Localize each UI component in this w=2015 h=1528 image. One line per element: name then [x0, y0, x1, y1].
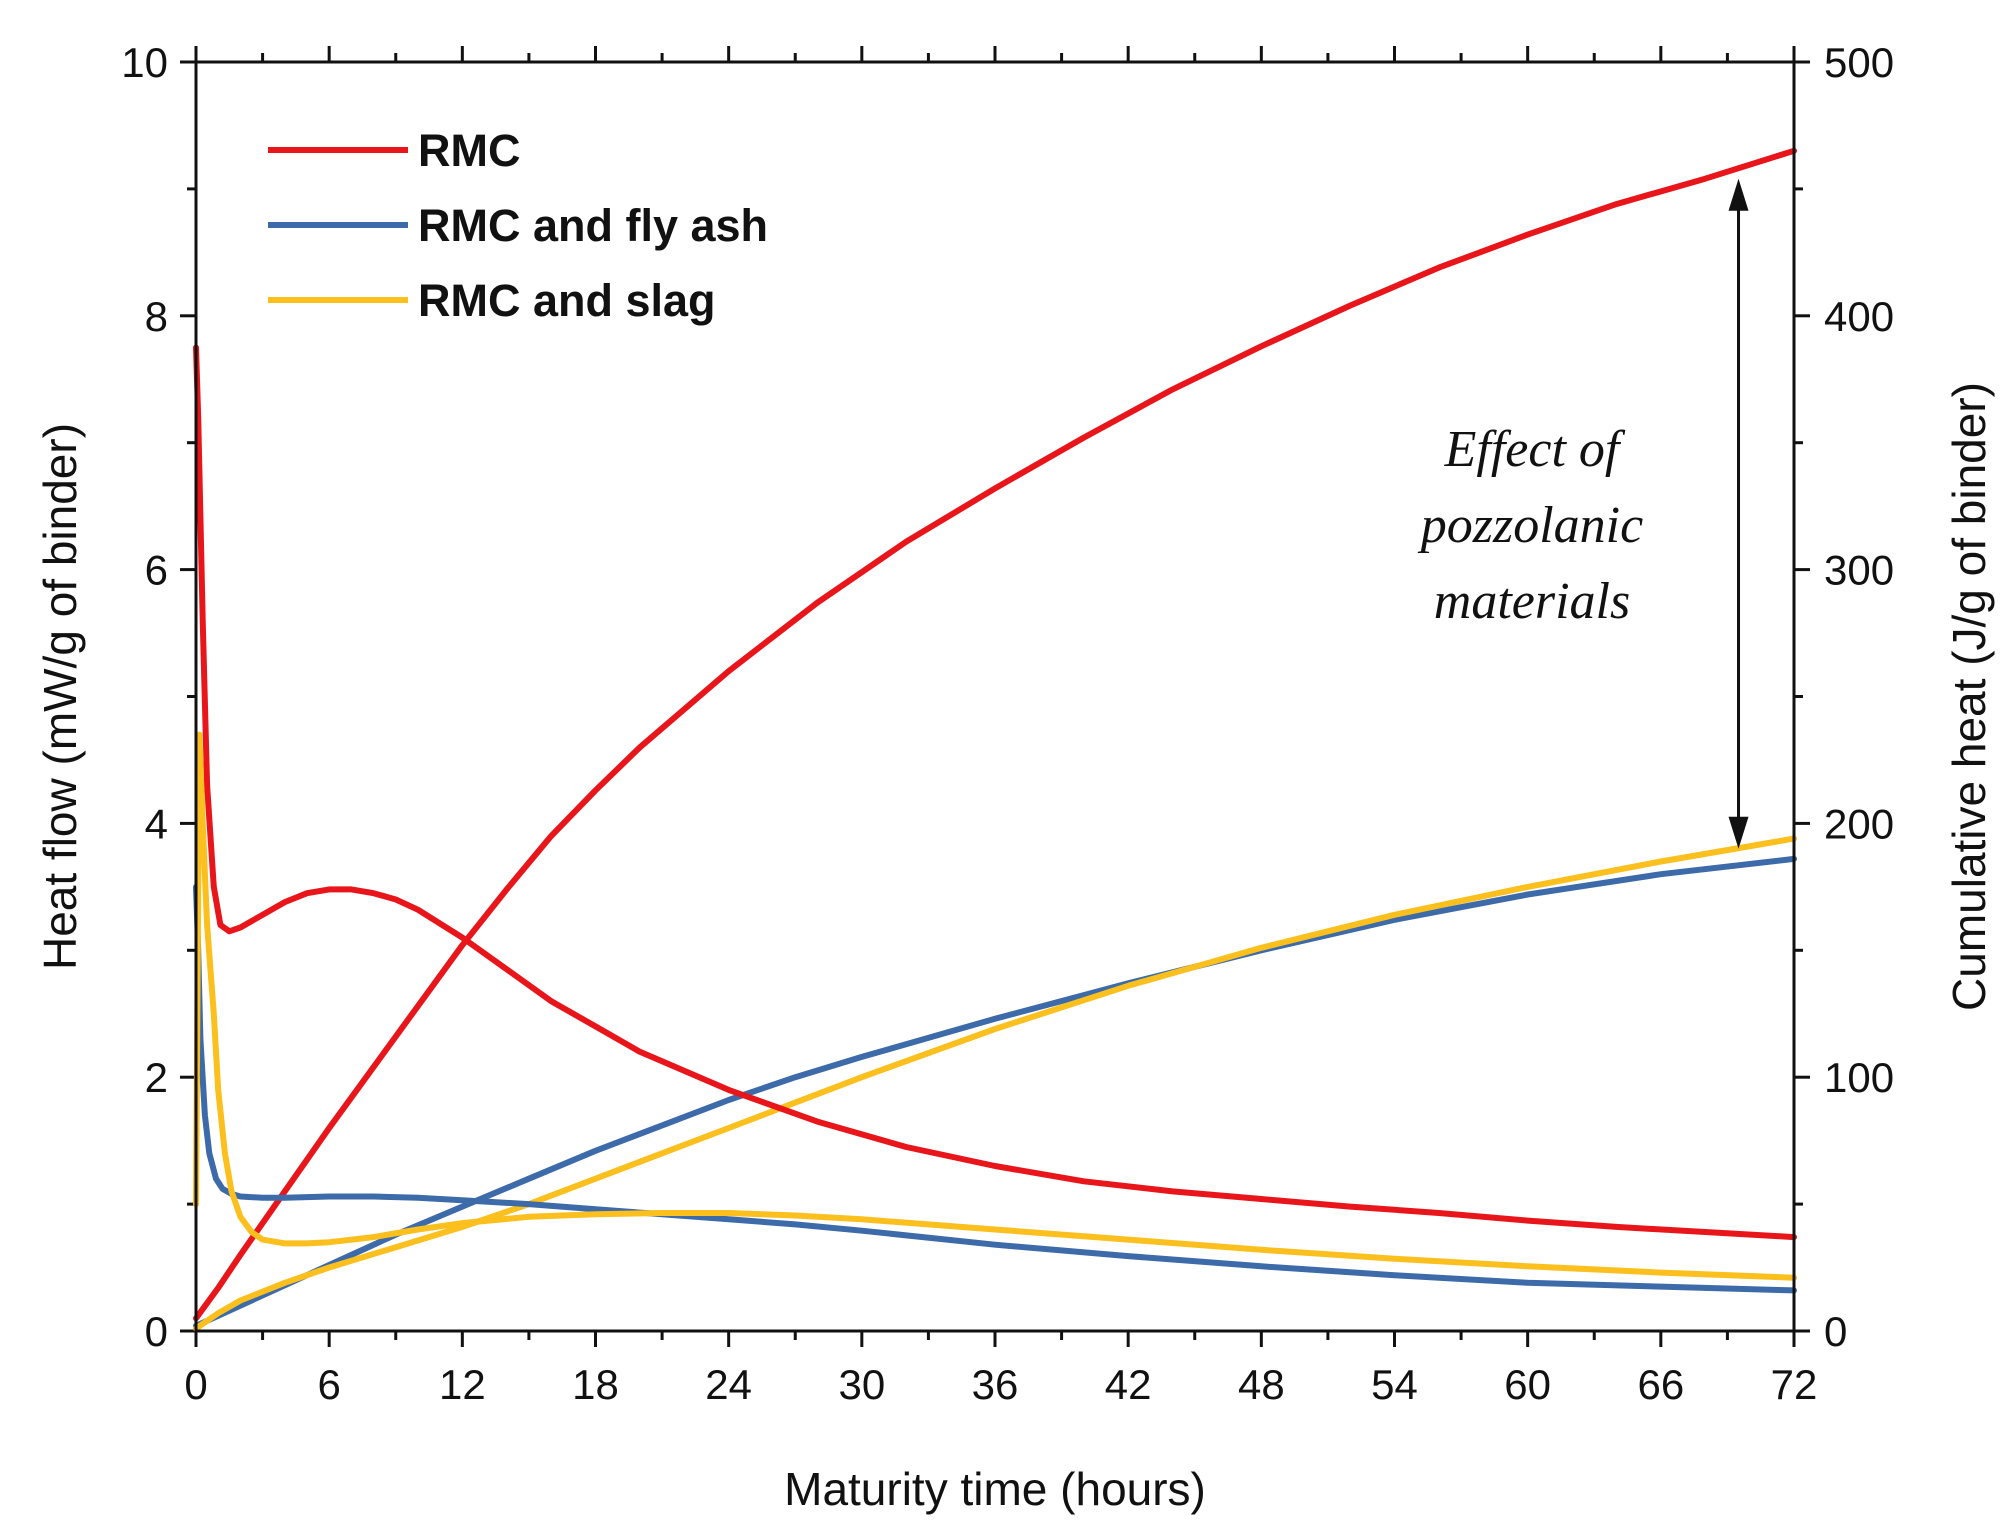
- annotation-line-1: Effect of: [1444, 421, 1626, 478]
- y-right-tick-label: 400: [1824, 293, 1894, 340]
- y-right-tick-label: 200: [1824, 800, 1894, 847]
- y-left-tick-label: 8: [145, 293, 168, 340]
- annotation-line-3: materials: [1434, 573, 1630, 630]
- y-right-tick-label: 0: [1824, 1308, 1847, 1355]
- tick-labels-layer: 0 6 12 18 24 30 36 42 48 54 60 66 720246810010020030…: [121, 39, 1894, 1408]
- x-tick-label: 42: [1105, 1361, 1152, 1408]
- y-left-tick-label: 4: [145, 800, 168, 847]
- x-tick-label: 12: [439, 1361, 486, 1408]
- x-tick-label: 18: [572, 1361, 619, 1408]
- y-left-tick-label: 10: [121, 39, 168, 86]
- y-left-tick-label: 6: [145, 547, 168, 594]
- legend-label: RMC: [418, 125, 520, 176]
- x-tick-label: 60: [1504, 1361, 1551, 1408]
- annotation-line-2: pozzolanic: [1417, 497, 1643, 554]
- x-tick-label: 36: [972, 1361, 1019, 1408]
- series-rmc-heat-flow-line: [193, 344, 1797, 1241]
- legend-label: RMC and slag: [418, 275, 716, 326]
- x-tick-label: 24: [705, 1361, 752, 1408]
- y-axis-left-title: Heat flow (mW/g of binder): [34, 423, 86, 970]
- legend: RMC RMC and fly ash RMC and slag: [268, 125, 768, 326]
- x-tick-label: 72: [1771, 1361, 1818, 1408]
- x-tick-label: 66: [1637, 1361, 1684, 1408]
- x-tick-label: 54: [1371, 1361, 1418, 1408]
- x-tick-label: 0: [184, 1361, 207, 1408]
- y-left-tick-label: 0: [145, 1308, 168, 1355]
- x-tick-label: 30: [838, 1361, 885, 1408]
- x-axis-title: Maturity time (hours): [784, 1463, 1206, 1515]
- y-right-tick-label: 300: [1824, 547, 1894, 594]
- x-tick-label: 6: [317, 1361, 340, 1408]
- series-layer: [193, 147, 1797, 1332]
- series-rmc-cumulative-heat-line: [193, 147, 1797, 1322]
- annotation: Effect of pozzolanic materials: [1417, 178, 1749, 849]
- annotation-arrowhead-up: [1728, 178, 1749, 211]
- y-right-tick-label: 500: [1824, 39, 1894, 86]
- annotation-arrowhead-down: [1728, 816, 1749, 849]
- series-rmc-and-slag-cumulative-heat-line: [193, 835, 1797, 1332]
- legend-label: RMC and fly ash: [418, 200, 768, 251]
- plot-frame: [194, 60, 1796, 1333]
- y-axis-right-title: Cumulative heat (J/g of binder): [1943, 382, 1995, 1011]
- series-rmc-and-slag-heat-flow-line: [193, 731, 1797, 1281]
- y-right-tick-label: 100: [1824, 1054, 1894, 1101]
- x-tick-label: 48: [1238, 1361, 1285, 1408]
- series-rmc-and-fly-ash-heat-flow-line: [193, 883, 1797, 1294]
- y-left-tick-label: 2: [145, 1054, 168, 1101]
